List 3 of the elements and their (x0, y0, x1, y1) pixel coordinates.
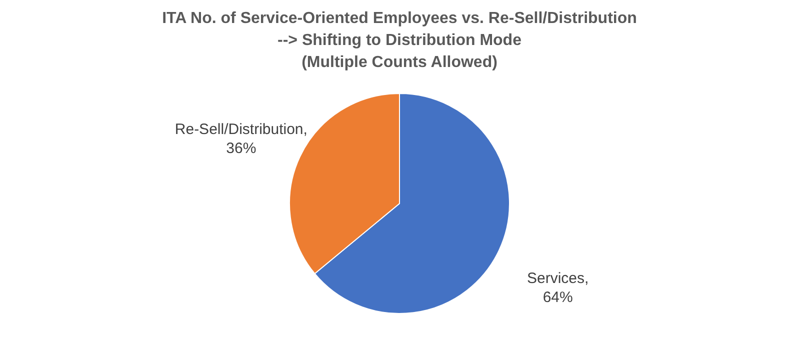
slice-label: Re-Sell/Distribution, 36% (174, 120, 308, 157)
slice-label: Services, 64% (527, 270, 589, 306)
chart-title: ITA No. of Service-Oriented Employees vs. Re-Sell/Distribution --> Shifting to Distribution Mode (Multiple Counts Allowed) (162, 10, 637, 71)
